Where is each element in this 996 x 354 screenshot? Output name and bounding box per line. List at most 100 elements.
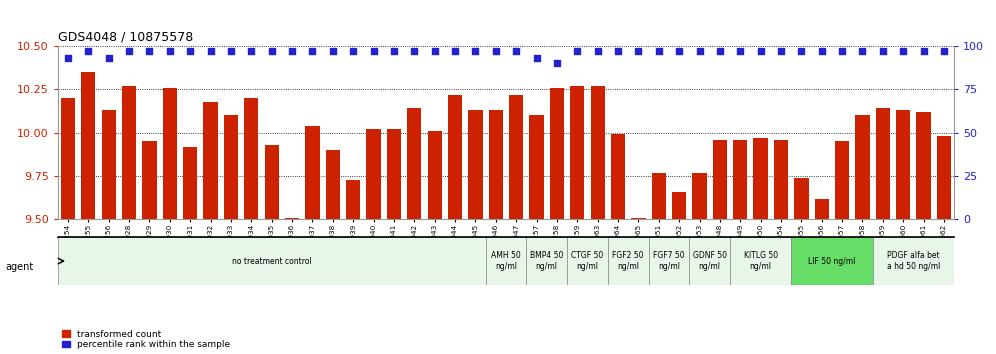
Bar [651, 173, 666, 219]
Bar [570, 86, 585, 219]
Point [895, 48, 911, 54]
Bar [733, 140, 747, 219]
Bar [611, 135, 625, 219]
Bar [754, 138, 768, 219]
Bar [815, 199, 829, 219]
Point [671, 48, 687, 54]
Point [426, 48, 442, 54]
Bar [265, 145, 279, 219]
Bar [591, 86, 605, 219]
Point [936, 48, 952, 54]
Point [630, 48, 646, 54]
Bar [526, 237, 567, 285]
Point [874, 48, 890, 54]
Bar [285, 218, 299, 219]
Bar [692, 173, 706, 219]
Bar [856, 115, 870, 219]
Point [753, 48, 769, 54]
Point [284, 48, 300, 54]
Bar [872, 237, 954, 285]
Point [712, 48, 728, 54]
Text: GDNF 50
ng/ml: GDNF 50 ng/ml [692, 251, 727, 271]
Point [325, 48, 341, 54]
Bar [730, 237, 791, 285]
Point [202, 48, 218, 54]
Point [182, 48, 198, 54]
Bar [61, 98, 75, 219]
Text: GDS4048 / 10875578: GDS4048 / 10875578 [58, 30, 193, 43]
Bar [509, 95, 523, 219]
Point [773, 48, 789, 54]
Bar [896, 110, 910, 219]
Bar [306, 126, 320, 219]
Point [794, 48, 810, 54]
Text: FGF2 50
ng/ml: FGF2 50 ng/ml [613, 251, 644, 271]
Bar [427, 131, 442, 219]
Bar [224, 115, 238, 219]
Bar [875, 108, 890, 219]
Point [610, 48, 626, 54]
Point [650, 48, 666, 54]
Bar [367, 129, 380, 219]
Bar [326, 150, 340, 219]
Bar [448, 95, 462, 219]
Bar [550, 88, 564, 219]
Bar [937, 136, 951, 219]
Bar [567, 237, 608, 285]
Bar [916, 112, 930, 219]
Bar [835, 142, 850, 219]
Bar [386, 129, 401, 219]
Point [570, 48, 586, 54]
Point [732, 48, 748, 54]
Point [915, 48, 931, 54]
Text: CTGF 50
ng/ml: CTGF 50 ng/ml [572, 251, 604, 271]
Point [855, 48, 871, 54]
Bar [486, 237, 526, 285]
Point [101, 55, 117, 61]
Bar [82, 72, 96, 219]
Text: agent: agent [5, 262, 33, 272]
Point [141, 48, 157, 54]
Text: FGF7 50
ng/ml: FGF7 50 ng/ml [653, 251, 685, 271]
Bar [689, 237, 730, 285]
Legend: transformed count, percentile rank within the sample: transformed count, percentile rank withi… [63, 330, 230, 349]
Point [488, 48, 504, 54]
Point [223, 48, 239, 54]
Point [549, 61, 565, 66]
Point [447, 48, 463, 54]
Point [346, 48, 362, 54]
Bar [122, 86, 136, 219]
Bar [489, 110, 503, 219]
Bar [648, 237, 689, 285]
Point [122, 48, 137, 54]
Bar [530, 115, 544, 219]
Point [161, 48, 178, 54]
Text: PDGF alfa bet
a hd 50 ng/ml: PDGF alfa bet a hd 50 ng/ml [886, 251, 940, 271]
Point [366, 48, 381, 54]
Bar [244, 98, 258, 219]
Text: KITLG 50
ng/ml: KITLG 50 ng/ml [744, 251, 778, 271]
Point [467, 48, 483, 54]
Point [691, 48, 707, 54]
Point [386, 48, 402, 54]
Bar [346, 179, 361, 219]
Bar [58, 237, 486, 285]
Bar [631, 218, 645, 219]
Text: LIF 50 ng/ml: LIF 50 ng/ml [808, 257, 856, 266]
Bar [468, 110, 482, 219]
Text: BMP4 50
ng/ml: BMP4 50 ng/ml [530, 251, 564, 271]
Point [60, 55, 76, 61]
Text: no treatment control: no treatment control [232, 257, 312, 266]
Point [305, 48, 321, 54]
Bar [142, 142, 156, 219]
Point [508, 48, 524, 54]
Point [590, 48, 606, 54]
Bar [608, 237, 648, 285]
Bar [794, 178, 809, 219]
Bar [774, 140, 788, 219]
Text: AMH 50
ng/ml: AMH 50 ng/ml [491, 251, 521, 271]
Bar [791, 237, 872, 285]
Bar [672, 192, 686, 219]
Bar [162, 88, 177, 219]
Bar [203, 102, 218, 219]
